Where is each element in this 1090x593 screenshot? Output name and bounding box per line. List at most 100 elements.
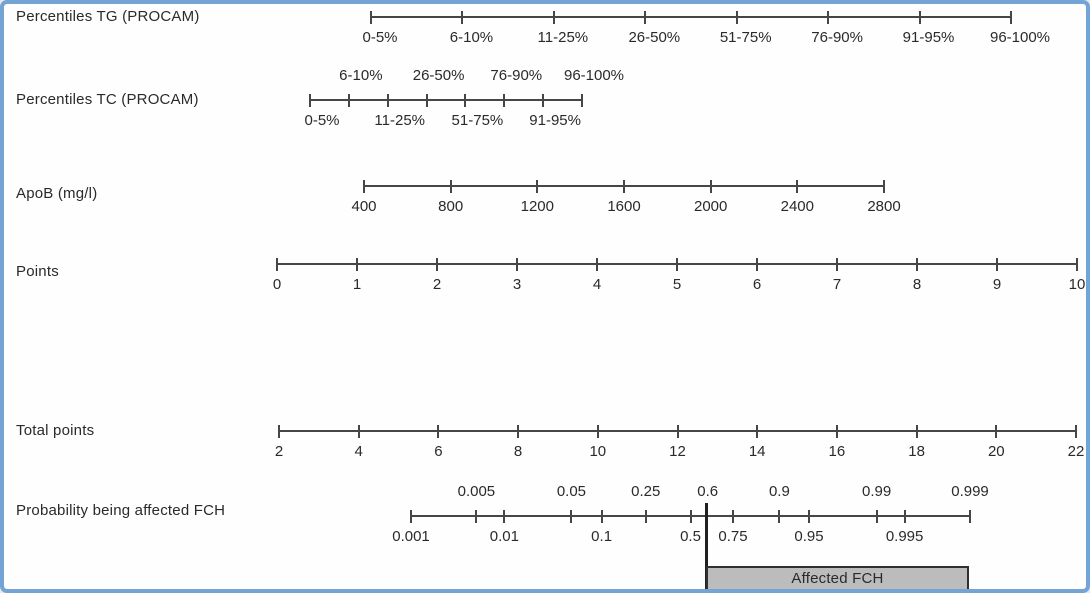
tick-label: 2000: [693, 198, 728, 215]
tick-label: 0.99: [862, 483, 892, 500]
tick-mark: [915, 425, 918, 438]
tick-label: 18: [908, 443, 925, 460]
tick-label: 1200: [520, 198, 554, 215]
tick-label: 0.5: [680, 528, 701, 545]
tick-label: 4: [592, 276, 602, 293]
tick-label: 0.25: [631, 483, 661, 500]
tick-label: 800: [438, 198, 464, 215]
scale-label-probability: Probability being affected FCH: [16, 502, 226, 519]
tick-mark: [596, 258, 598, 271]
scale-row-probability: Probability being affected FCH 0.001 0.005…: [4, 4, 1086, 589]
tick-mark: [503, 510, 506, 523]
tick-mark: [363, 180, 365, 193]
tick-mark: [436, 258, 438, 271]
tick-mark: [1010, 11, 1012, 24]
tick-label: 0.1: [591, 528, 613, 545]
scale-label-tc-percentiles: Percentiles TC (PROCAM): [16, 91, 199, 108]
tick-label: 0-5%: [362, 29, 398, 46]
tick-label: 4: [354, 443, 363, 460]
tick-label: 0.75: [718, 528, 748, 545]
scale-label-apob: ApoB (mg/l): [16, 185, 98, 202]
tick-mark: [995, 425, 998, 438]
tick-mark: [918, 11, 921, 24]
tick-mark: [676, 425, 679, 438]
scale-row-apob: ApoB (mg/l) 400 800 1200 1600 2000 2400 2800: [4, 4, 1086, 589]
tick-label: 12: [669, 443, 686, 460]
axis-line-tc-percentiles: [310, 99, 582, 101]
tick-label: 3: [512, 276, 522, 293]
tick-mark: [903, 510, 906, 523]
tick-mark: [600, 510, 603, 523]
scale-label-total-points: Total points: [16, 422, 95, 439]
probability-marker-line: [705, 503, 709, 589]
tick-mark: [689, 510, 692, 523]
axis-line-probability: [411, 515, 970, 517]
tick-mark: [623, 180, 625, 193]
tick-mark: [552, 11, 555, 24]
tick-label: 6: [752, 276, 762, 293]
tick-mark: [756, 425, 759, 438]
tick-label: 11-25%: [537, 29, 589, 46]
tick-label: 0.995: [885, 528, 924, 545]
tick-label: 14: [748, 443, 766, 460]
tick-mark: [1075, 425, 1077, 438]
tick-mark: [644, 11, 647, 24]
scale-row-points: Points 0 1 2 3 4 5 6 7 8 9 10: [4, 4, 1086, 589]
tick-label: 91-95%: [902, 29, 955, 46]
tick-mark: [347, 94, 350, 107]
tick-label: 0.999: [951, 483, 989, 500]
tick-mark: [735, 11, 738, 24]
tick-mark: [835, 425, 838, 438]
tick-label: 26-50%: [628, 29, 681, 46]
tick-label: 2400: [780, 198, 814, 215]
tick-mark: [357, 425, 360, 438]
tick-label: 0: [272, 276, 282, 293]
tick-label: 1: [352, 276, 362, 293]
tick-mark: [596, 425, 599, 438]
tick-label: 400: [351, 198, 377, 215]
tick-label: 51-75%: [451, 112, 504, 129]
tick-mark: [278, 425, 280, 438]
tick-label: 76-90%: [490, 67, 543, 84]
tick-label: 2: [432, 276, 442, 293]
tick-mark: [425, 94, 428, 107]
tick-mark: [517, 425, 520, 438]
tick-mark: [644, 510, 647, 523]
tick-label: 96-100%: [989, 29, 1051, 46]
scale-row-tg-percentiles: Percentiles TG (PROCAM) 0-5% 6-10% 11-25% 26…: [4, 4, 1086, 589]
tick-mark: [516, 258, 518, 271]
tick-label: 6-10%: [449, 29, 494, 46]
tick-label: 6-10%: [339, 67, 383, 84]
tick-mark: [969, 510, 971, 523]
tick-label: 96-100%: [563, 67, 625, 84]
tick-label: 8: [912, 276, 922, 293]
tick-mark: [503, 94, 506, 107]
tick-mark: [808, 510, 810, 523]
tick-mark: [581, 94, 583, 107]
tick-mark: [996, 258, 998, 271]
probability-marker-label: 0.6: [697, 483, 719, 500]
tick-mark: [916, 258, 918, 271]
tick-label: 11-25%: [374, 112, 425, 129]
tick-mark: [449, 180, 452, 193]
tick-mark: [796, 180, 799, 193]
tick-label: 2800: [867, 198, 901, 215]
tick-label: 0.01: [489, 528, 519, 545]
tick-mark: [386, 94, 389, 107]
tick-mark: [309, 94, 311, 107]
axis-line-total-points: [279, 430, 1076, 432]
tick-mark: [475, 510, 478, 523]
tick-mark: [570, 510, 573, 523]
tick-label: 0.05: [556, 483, 587, 500]
scale-label-points: Points: [16, 263, 59, 280]
tick-mark: [461, 11, 464, 24]
tick-mark: [827, 11, 830, 24]
scale-label-tg-percentiles: Percentiles TG (PROCAM): [16, 8, 200, 25]
tick-label: 0-5%: [304, 112, 340, 129]
tick-mark: [709, 180, 712, 193]
tick-label: 0.9: [768, 483, 790, 500]
scale-row-tc-percentiles: Percentiles TC (PROCAM) 0-5% 6-10% 11-25% 26…: [4, 4, 1086, 589]
tick-mark: [676, 258, 678, 271]
tick-mark: [437, 425, 440, 438]
tick-mark: [276, 258, 278, 271]
